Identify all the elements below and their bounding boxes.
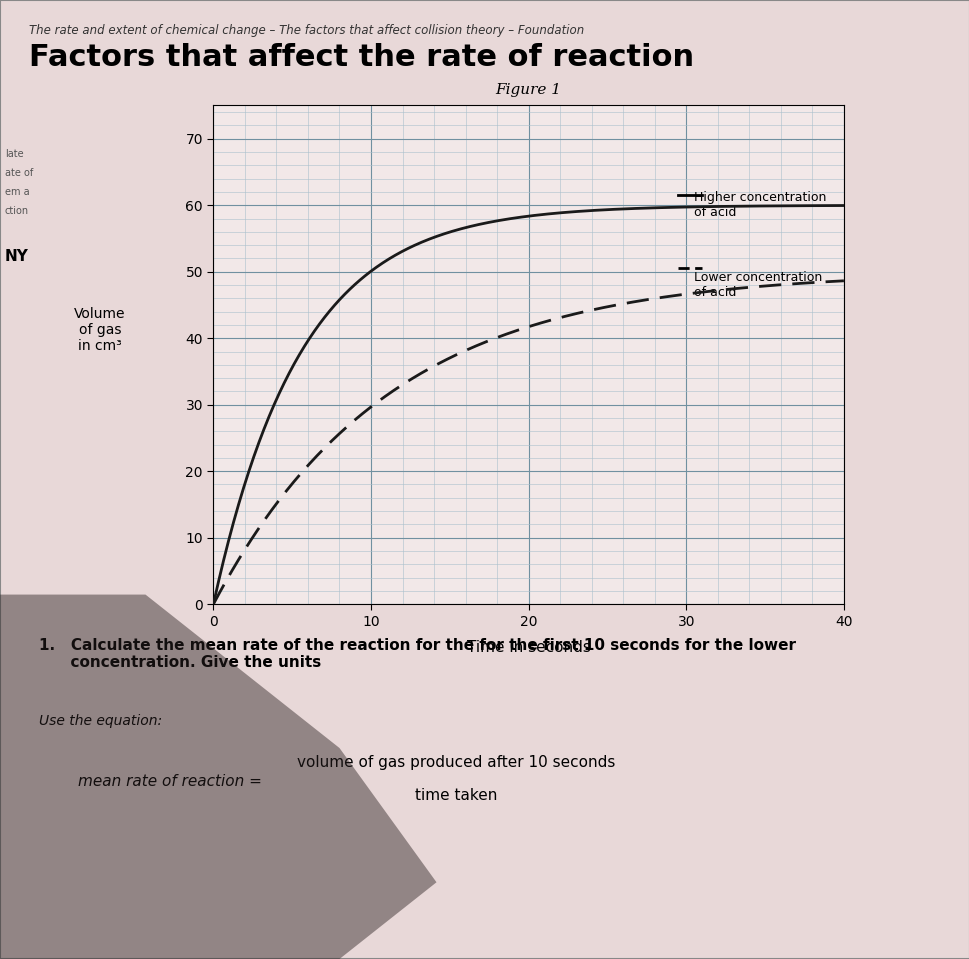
- Text: ate of: ate of: [5, 168, 33, 177]
- Title: Figure 1: Figure 1: [495, 83, 561, 98]
- Y-axis label: Volume
of gas
in cm³: Volume of gas in cm³: [74, 307, 126, 353]
- Text: late: late: [5, 149, 23, 158]
- Text: ction: ction: [5, 206, 29, 216]
- Text: NY: NY: [5, 249, 29, 265]
- Text: Factors that affect the rate of reaction: Factors that affect the rate of reaction: [29, 43, 694, 72]
- Text: The rate and extent of chemical change – The factors that affect collision theor: The rate and extent of chemical change –…: [29, 24, 583, 37]
- Text: em a: em a: [5, 187, 29, 197]
- Text: Higher concentration
of acid: Higher concentration of acid: [694, 191, 826, 220]
- X-axis label: Time in seconds: Time in seconds: [466, 640, 590, 655]
- Text: Lower concentration
of acid: Lower concentration of acid: [694, 271, 822, 299]
- Text: Use the equation:: Use the equation:: [39, 714, 162, 729]
- Text: 1.   Calculate the mean rate of the reaction for the for the first 10 seconds fo: 1. Calculate the mean rate of the reacti…: [39, 638, 795, 670]
- Text: time taken: time taken: [415, 788, 496, 804]
- Text: volume of gas produced after 10 seconds: volume of gas produced after 10 seconds: [297, 755, 614, 770]
- Text: mean rate of reaction =: mean rate of reaction =: [78, 774, 262, 789]
